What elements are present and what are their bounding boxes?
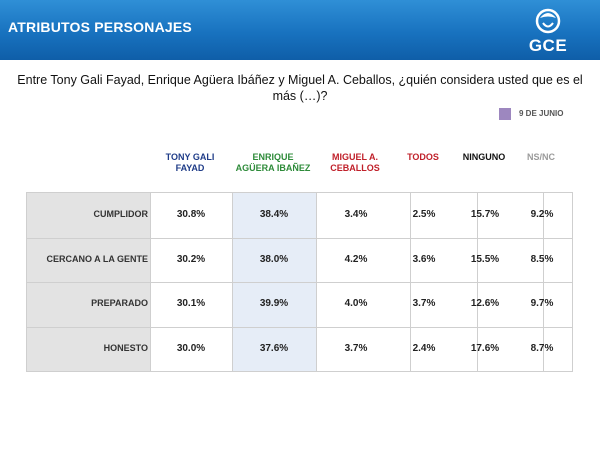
column-header: NINGUNO <box>462 152 506 162</box>
table-cell: 9.7% <box>530 298 554 310</box>
gce-logo: GCE <box>518 6 578 56</box>
row-divider <box>27 327 572 328</box>
row-label: CERCANO A LA GENTE <box>46 253 148 264</box>
page-title: ATRIBUTOS PERSONAJES <box>8 19 192 35</box>
table-cell: 2.5% <box>412 209 436 221</box>
table-cell: 4.2% <box>344 253 368 265</box>
table-cell: 4.0% <box>344 298 368 310</box>
table-cell: 3.7% <box>344 342 368 354</box>
header-bar: ATRIBUTOS PERSONAJES GCE <box>0 0 600 60</box>
column-header: TODOS <box>407 152 439 162</box>
legend-label: 9 DE JUNIO <box>519 109 564 118</box>
table-cell: 30.2% <box>176 253 206 265</box>
table-cell: 15.5% <box>470 253 500 265</box>
legend-swatch <box>499 108 511 120</box>
table-cell: 12.6% <box>470 298 500 310</box>
survey-question: Entre Tony Gali Fayad, Enrique Agüera Ib… <box>17 73 583 103</box>
column-header: TONY GALI FAYAD <box>165 152 215 173</box>
table-cell: 38.4% <box>259 209 289 221</box>
table-cell: 8.5% <box>530 253 554 265</box>
column-header: MIGUEL A. CEBALLOS <box>330 152 380 173</box>
row-label: HONESTO <box>103 342 148 353</box>
table-cell: 3.4% <box>344 209 368 221</box>
table-cell: 2.4% <box>412 342 436 354</box>
table-cell: 3.7% <box>412 298 436 310</box>
table-cell: 3.6% <box>412 253 436 265</box>
table-cell: 17.6% <box>470 342 500 354</box>
column-header: NS/NC <box>526 152 555 162</box>
table-cell: 15.7% <box>470 209 500 221</box>
logo-emblem-icon <box>535 8 561 34</box>
table-cell: 39.9% <box>259 298 289 310</box>
table-cell: 30.0% <box>176 342 206 354</box>
table-cell: 8.7% <box>530 342 554 354</box>
table-cell: 30.8% <box>176 209 206 221</box>
table-cell: 30.1% <box>176 298 206 310</box>
row-label: PREPARADO <box>91 298 148 309</box>
column-header: ENRIQUE AGÜERA IBAÑEZ <box>235 152 311 173</box>
row-divider <box>27 238 572 239</box>
row-label: CUMPLIDOR <box>93 209 149 220</box>
results-table: CUMPLIDOR 30.8% 38.4% 3.4% 2.5% 15.7% 9.2% CERC… <box>26 192 573 372</box>
table-cell: 9.2% <box>530 209 554 221</box>
row-divider <box>27 282 572 283</box>
table-cell: 38.0% <box>259 253 289 265</box>
table-cell: 37.6% <box>259 342 289 354</box>
logo-text: GCE <box>528 36 568 55</box>
